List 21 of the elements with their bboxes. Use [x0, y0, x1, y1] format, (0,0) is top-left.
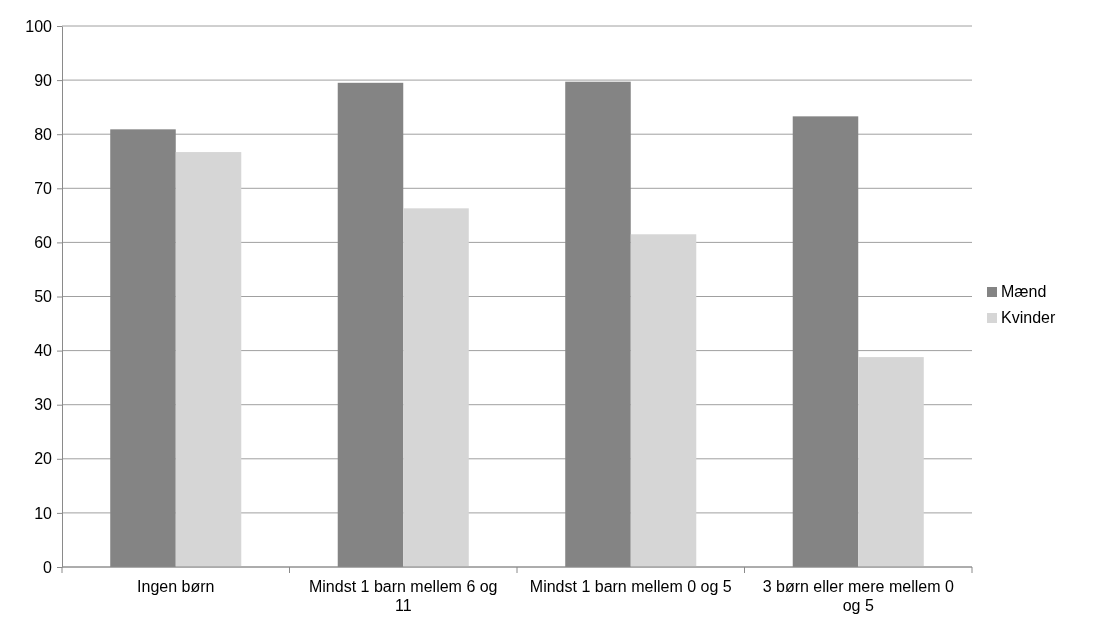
y-tick-label: 100 — [25, 17, 53, 35]
x-tick-label: Mindst 1 barn mellem 6 og 11 — [308, 578, 498, 614]
bar — [858, 357, 924, 567]
y-tick-label: 40 — [34, 342, 53, 360]
y-tick-label: 90 — [34, 71, 53, 89]
y-tick-label: 60 — [34, 234, 53, 252]
legend-label: Mænd — [1001, 283, 1047, 300]
y-tick-label: 0 — [43, 558, 53, 576]
y-tick-label: 50 — [34, 288, 53, 306]
bar — [403, 208, 469, 567]
bar — [630, 234, 697, 567]
x-tick-label: 3 børn eller mere mellem 0 og 5 — [762, 578, 954, 614]
x-tick-label: Mindst 1 barn mellem 0 og 5 — [529, 578, 732, 595]
y-tick-label: 30 — [34, 396, 53, 414]
y-tick-label: 70 — [34, 179, 53, 197]
y-tick-label: 10 — [34, 504, 53, 522]
bar — [175, 152, 242, 567]
y-tick-label: 80 — [34, 125, 53, 143]
x-tick-label: Ingen børn — [137, 578, 215, 595]
y-tick-label: 20 — [34, 450, 53, 468]
legend-label: Kvinder — [1001, 309, 1056, 326]
